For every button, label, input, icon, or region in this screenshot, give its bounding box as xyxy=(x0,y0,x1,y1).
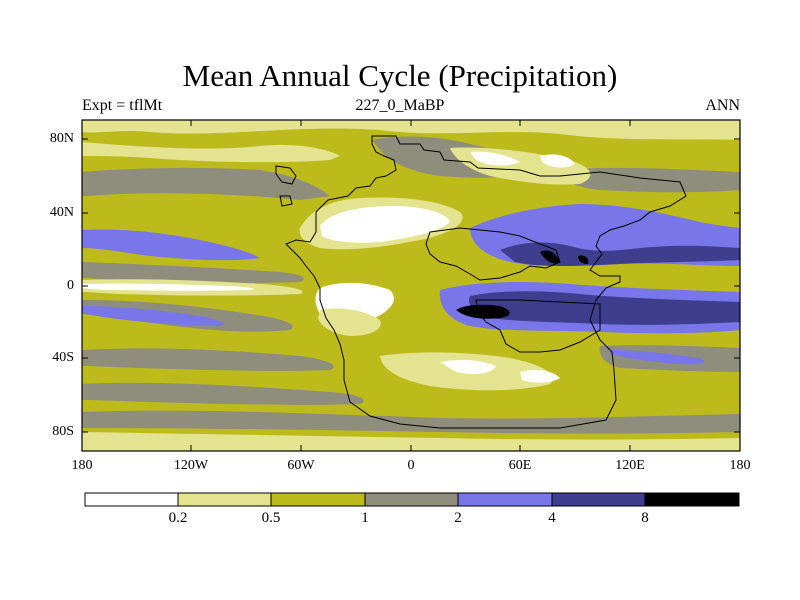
ne-monsoon-dark xyxy=(500,242,740,266)
contour-field xyxy=(82,120,740,451)
y-label-40s: 40S xyxy=(52,350,74,365)
sw-blue xyxy=(82,306,224,326)
s-gray-high xyxy=(82,382,364,405)
s-dry-patch-2 xyxy=(520,370,560,383)
island-outline-1 xyxy=(275,165,297,185)
x-label-60e: 60E xyxy=(508,458,532,473)
inland-basin-outline xyxy=(425,227,561,281)
y-ticks xyxy=(82,138,740,433)
west-blue-north xyxy=(82,229,260,261)
x-ticks xyxy=(190,120,631,451)
colorbar-swatch-2 xyxy=(178,493,271,506)
colorbar-swatch-1 xyxy=(85,493,178,506)
band-north-pale-2 xyxy=(82,142,340,163)
eq-white-streak xyxy=(82,283,254,291)
colorbar-swatch-3 xyxy=(271,493,365,506)
band-north-pale xyxy=(82,120,740,140)
island-outline-2 xyxy=(279,195,293,207)
s-gray-west xyxy=(82,348,334,371)
y-label-80s: 80S xyxy=(52,424,74,439)
y-label-0: 0 xyxy=(67,278,74,293)
colorbar-swatch-5 xyxy=(458,493,552,506)
experiment-label: Expt = tflMt xyxy=(82,97,163,114)
colorbar-label-2: 2 xyxy=(454,510,462,526)
n-dry-patch-2 xyxy=(540,154,575,168)
colorbar-swatch-4 xyxy=(365,493,458,506)
s-dry-patch xyxy=(440,359,496,374)
se-dark xyxy=(468,291,740,325)
s-blue-east xyxy=(610,350,704,365)
max-patch-south xyxy=(456,304,510,319)
y-label-80n: 80N xyxy=(49,131,74,146)
x-label-120e: 120E xyxy=(615,458,645,473)
colorbar-label-8: 8 xyxy=(641,510,649,526)
max-patch-north-2 xyxy=(578,255,589,264)
band-ne-gray xyxy=(560,167,740,193)
supercontinent-coastline xyxy=(285,135,687,429)
s-pale-polar xyxy=(82,432,740,451)
southern-basin-outline xyxy=(475,299,601,353)
band-north-gray xyxy=(82,167,330,200)
season-label: ANN xyxy=(705,97,740,114)
x-label-180w: 180 xyxy=(71,458,93,473)
colorbar-label-4: 4 xyxy=(548,510,556,526)
period-label: 227_0_MaBP xyxy=(355,97,445,114)
x-label-0: 0 xyxy=(407,458,415,473)
x-label-60w: 60W xyxy=(287,458,315,473)
map-title: Mean Annual Cycle (Precipitation) xyxy=(182,58,618,93)
colorbar-label-0.5: 0.5 xyxy=(261,510,281,526)
continent-outline xyxy=(275,135,687,429)
colorbar-label-0.2: 0.2 xyxy=(168,510,188,526)
colorbar-swatch-7 xyxy=(645,493,739,506)
x-label-120w: 120W xyxy=(173,458,209,473)
colorbar-swatch-6 xyxy=(552,493,645,506)
y-label-40n: 40N xyxy=(49,205,74,220)
colorbar xyxy=(84,492,740,507)
west-gray-eq xyxy=(82,262,304,283)
n-dry-patch xyxy=(470,151,520,166)
x-label-180e: 180 xyxy=(729,458,751,473)
max-patch-north-1 xyxy=(540,250,560,264)
s-gray-polar xyxy=(82,410,740,434)
colorbar-label-1: 1 xyxy=(361,510,369,526)
desert-north xyxy=(320,206,450,243)
